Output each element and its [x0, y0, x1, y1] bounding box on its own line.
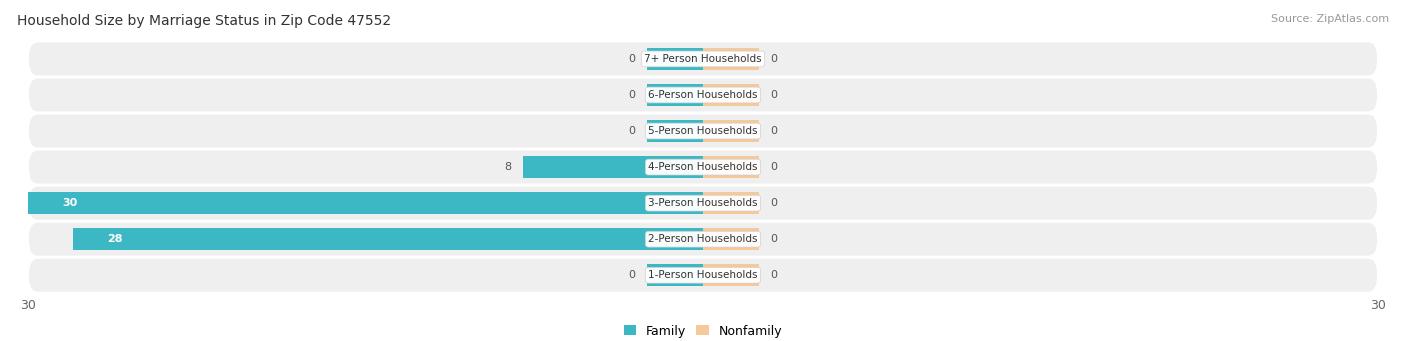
FancyBboxPatch shape — [28, 114, 1378, 148]
Text: 7+ Person Households: 7+ Person Households — [644, 54, 762, 64]
Bar — [647, 48, 703, 70]
Bar — [703, 48, 759, 70]
Text: 8: 8 — [505, 162, 512, 172]
FancyBboxPatch shape — [28, 150, 1378, 184]
Text: 0: 0 — [770, 126, 778, 136]
Text: 0: 0 — [628, 126, 636, 136]
Bar — [703, 84, 759, 106]
Text: 5-Person Households: 5-Person Households — [648, 126, 758, 136]
Bar — [647, 264, 703, 286]
Bar — [73, 228, 703, 250]
Bar — [703, 192, 759, 214]
Legend: Family, Nonfamily: Family, Nonfamily — [619, 320, 787, 341]
Text: 0: 0 — [628, 54, 636, 64]
Bar — [703, 264, 759, 286]
FancyBboxPatch shape — [28, 222, 1378, 256]
Bar — [647, 84, 703, 106]
FancyBboxPatch shape — [28, 258, 1378, 293]
Text: 0: 0 — [628, 90, 636, 100]
FancyBboxPatch shape — [28, 186, 1378, 220]
FancyBboxPatch shape — [28, 78, 1378, 112]
Text: Source: ZipAtlas.com: Source: ZipAtlas.com — [1271, 14, 1389, 24]
FancyBboxPatch shape — [28, 42, 1378, 76]
Text: 1-Person Households: 1-Person Households — [648, 270, 758, 280]
Text: 0: 0 — [628, 270, 636, 280]
Bar — [28, 192, 703, 214]
Text: 0: 0 — [770, 54, 778, 64]
Text: 0: 0 — [770, 198, 778, 208]
Text: 0: 0 — [770, 270, 778, 280]
Text: 28: 28 — [107, 234, 122, 244]
Text: 3-Person Households: 3-Person Households — [648, 198, 758, 208]
Text: Household Size by Marriage Status in Zip Code 47552: Household Size by Marriage Status in Zip… — [17, 14, 391, 28]
Text: 2-Person Households: 2-Person Households — [648, 234, 758, 244]
Bar — [703, 120, 759, 142]
Text: 0: 0 — [770, 90, 778, 100]
Bar — [703, 228, 759, 250]
Bar — [523, 156, 703, 178]
Bar — [703, 156, 759, 178]
Text: 4-Person Households: 4-Person Households — [648, 162, 758, 172]
Bar — [647, 120, 703, 142]
Text: 0: 0 — [770, 234, 778, 244]
Text: 30: 30 — [62, 198, 77, 208]
Text: 6-Person Households: 6-Person Households — [648, 90, 758, 100]
Text: 0: 0 — [770, 162, 778, 172]
